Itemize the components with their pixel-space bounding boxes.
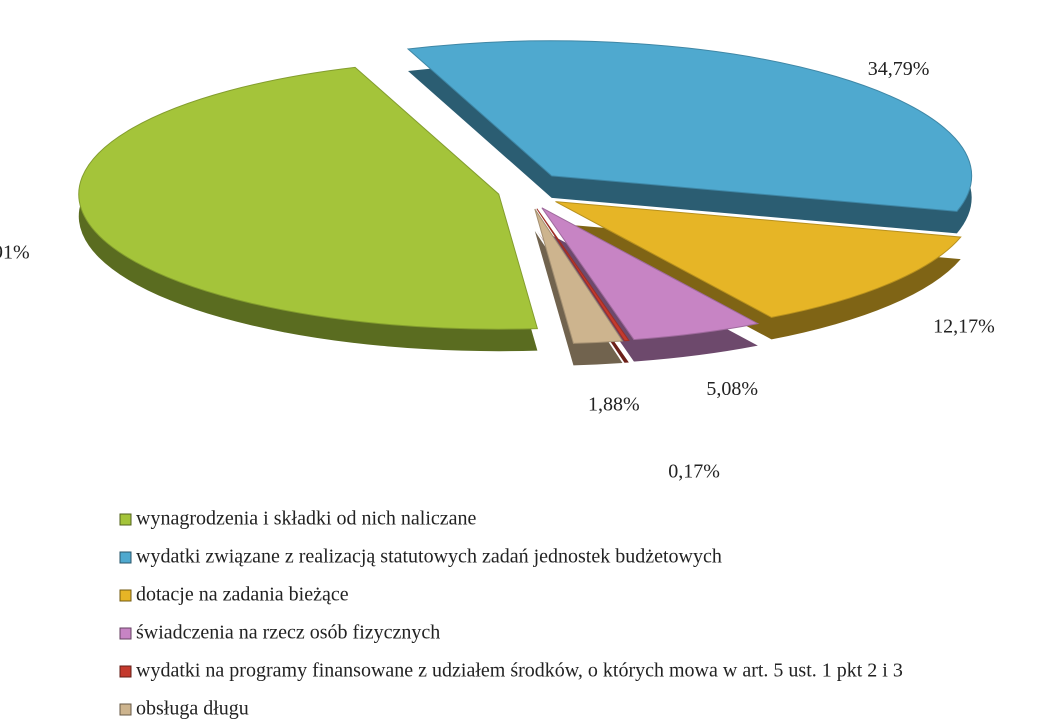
- legend-label: wynagrodzenia i składki od nich naliczan…: [136, 508, 477, 530]
- data-label: 5,08%: [706, 378, 758, 400]
- data-label: 34,79%: [868, 58, 930, 80]
- legend-label: dotacje na zadania bieżące: [136, 584, 349, 606]
- slice: [78, 66, 539, 330]
- legend-swatch: [119, 703, 132, 716]
- legend-swatch: [119, 589, 132, 602]
- data-label: 1,88%: [588, 394, 640, 416]
- slice: [406, 40, 973, 212]
- legend-label: wydatki na programy finansowane z udział…: [136, 660, 903, 682]
- slice: [536, 208, 630, 342]
- legend-label: wydatki związane z realizacją statutowyc…: [136, 546, 722, 568]
- legend-swatch: [119, 513, 132, 526]
- slice: [534, 208, 624, 344]
- slice: [555, 201, 962, 318]
- slice: [541, 207, 760, 341]
- data-label: 12,17%: [933, 316, 995, 338]
- legend-swatch: [119, 665, 132, 678]
- legend-label: świadczenia na rzecz osób fizycznych: [136, 622, 440, 644]
- legend-swatch: [119, 627, 132, 640]
- legend-label: obsługa długu: [136, 698, 249, 720]
- data-label: 45,91%: [0, 242, 30, 264]
- data-label: 0,17%: [668, 461, 720, 483]
- legend-swatch: [119, 551, 132, 564]
